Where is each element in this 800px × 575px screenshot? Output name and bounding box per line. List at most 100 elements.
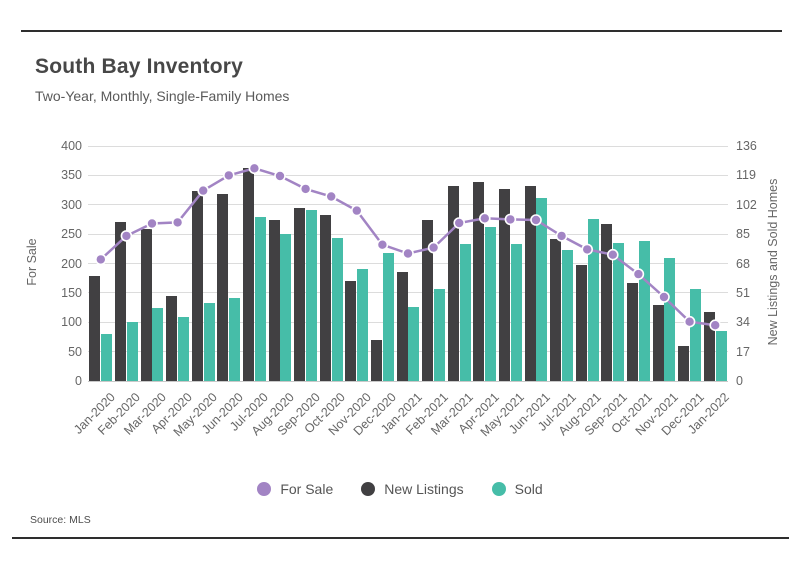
for-sale-point <box>658 291 670 303</box>
gridline <box>88 351 728 353</box>
plot-area <box>88 145 728 382</box>
bar-new-listings <box>140 228 152 381</box>
y-axis-tick-left: 300 <box>61 197 82 212</box>
bar-new-listings <box>447 185 459 381</box>
bar-new-listings <box>396 272 408 381</box>
bar-sold <box>152 308 164 381</box>
for-sale-point <box>248 162 261 175</box>
bar-new-listings <box>652 304 664 381</box>
bar-new-listings <box>524 185 536 381</box>
y-axis-tick-left: 250 <box>61 227 82 242</box>
bar-new-listings <box>191 190 203 381</box>
bar-new-listings <box>678 346 690 381</box>
bar-sold <box>613 242 625 381</box>
bar-new-listings <box>166 296 178 381</box>
bar-sold <box>510 244 522 381</box>
for-sale-point <box>325 190 337 203</box>
bar-sold <box>485 227 497 381</box>
bar-sold <box>664 258 676 381</box>
y-axis-tick-left: 400 <box>61 139 82 153</box>
for-sale-point <box>350 204 363 217</box>
bar-sold <box>254 216 266 381</box>
y-axis-tick-left: 100 <box>61 315 82 330</box>
for-sale-point <box>709 319 722 331</box>
y-axis-tick-right: 85 <box>736 227 750 242</box>
for-sale-point <box>223 169 235 182</box>
bar-new-listings <box>371 339 382 381</box>
gridline <box>88 380 728 382</box>
y-axis-tick-right: 0 <box>736 374 743 388</box>
left-axis-title: For Sale <box>25 238 39 286</box>
for-sale-point <box>555 230 568 242</box>
bar-sold <box>536 197 548 381</box>
y-axis-tick-right: 119 <box>736 168 756 183</box>
legend-label: For Sale <box>280 481 334 497</box>
gridline <box>88 233 728 235</box>
bar-new-listings <box>294 208 306 381</box>
bar-sold <box>357 268 369 381</box>
bar-sold <box>229 298 241 381</box>
legend-swatch-sold-icon <box>491 482 506 496</box>
bar-sold <box>434 289 445 381</box>
bar-sold <box>587 218 599 381</box>
bar-sold <box>306 209 317 381</box>
for-sale-line-layer <box>95 162 722 331</box>
for-sale-point <box>427 241 440 254</box>
for-sale-point <box>478 212 491 225</box>
bar-sold <box>459 244 471 381</box>
bottom-divider <box>12 537 789 539</box>
y-axis-tick-left: 350 <box>61 168 82 183</box>
for-sale-point <box>402 247 414 260</box>
y-axis-tick-right: 51 <box>736 285 750 300</box>
y-axis-tick-left: 200 <box>61 256 82 271</box>
gridline <box>88 174 728 176</box>
legend-item-sold: Sold <box>491 481 543 497</box>
legend-label: Sold <box>514 481 543 497</box>
legend-swatch-new-listings-icon <box>361 482 376 496</box>
bar-sold <box>101 334 113 381</box>
for-sale-point <box>376 238 389 251</box>
for-sale-point <box>581 243 594 256</box>
bar-new-listings <box>268 220 280 381</box>
bar-new-listings <box>703 311 715 381</box>
legend-item-for-sale: For Sale <box>257 481 333 497</box>
y-axis-tick-right: 17 <box>736 344 750 359</box>
bar-sold <box>638 241 650 381</box>
gridline <box>88 204 728 206</box>
bar-new-listings <box>575 265 587 381</box>
top-divider <box>21 30 782 32</box>
bar-new-listings <box>627 282 638 381</box>
for-sale-point <box>197 184 209 197</box>
for-sale-point <box>95 253 107 266</box>
for-sale-line <box>99 166 716 327</box>
gridline <box>88 292 728 294</box>
bar-sold <box>203 303 215 381</box>
for-sale-point <box>504 213 517 226</box>
bar-new-listings <box>601 223 613 381</box>
bar-new-listings <box>345 280 357 381</box>
bar-sold <box>280 234 292 381</box>
bar-sold <box>715 330 727 381</box>
gridline <box>88 263 728 264</box>
bar-sold <box>690 289 701 381</box>
for-sale-point <box>632 268 645 280</box>
bar-new-listings <box>89 275 101 381</box>
bar-new-listings <box>217 194 229 381</box>
y-axis-tick-right: 68 <box>736 256 750 271</box>
legend-item-new-listings: New Listings <box>361 481 464 497</box>
bar-sold <box>562 249 573 381</box>
for-sale-point <box>530 214 542 226</box>
for-sale-point <box>299 183 312 195</box>
for-sale-point <box>171 216 184 229</box>
legend-label: New Listings <box>384 481 464 497</box>
y-axis-tick-left: 150 <box>61 285 82 300</box>
bar-sold <box>126 322 138 381</box>
bar-new-listings <box>550 239 562 381</box>
bar-sold <box>178 317 189 381</box>
y-axis-tick-left: 50 <box>68 344 82 359</box>
for-sale-point <box>274 170 286 182</box>
for-sale-point <box>683 315 696 328</box>
gridline <box>88 145 728 147</box>
for-sale-point <box>453 217 466 229</box>
